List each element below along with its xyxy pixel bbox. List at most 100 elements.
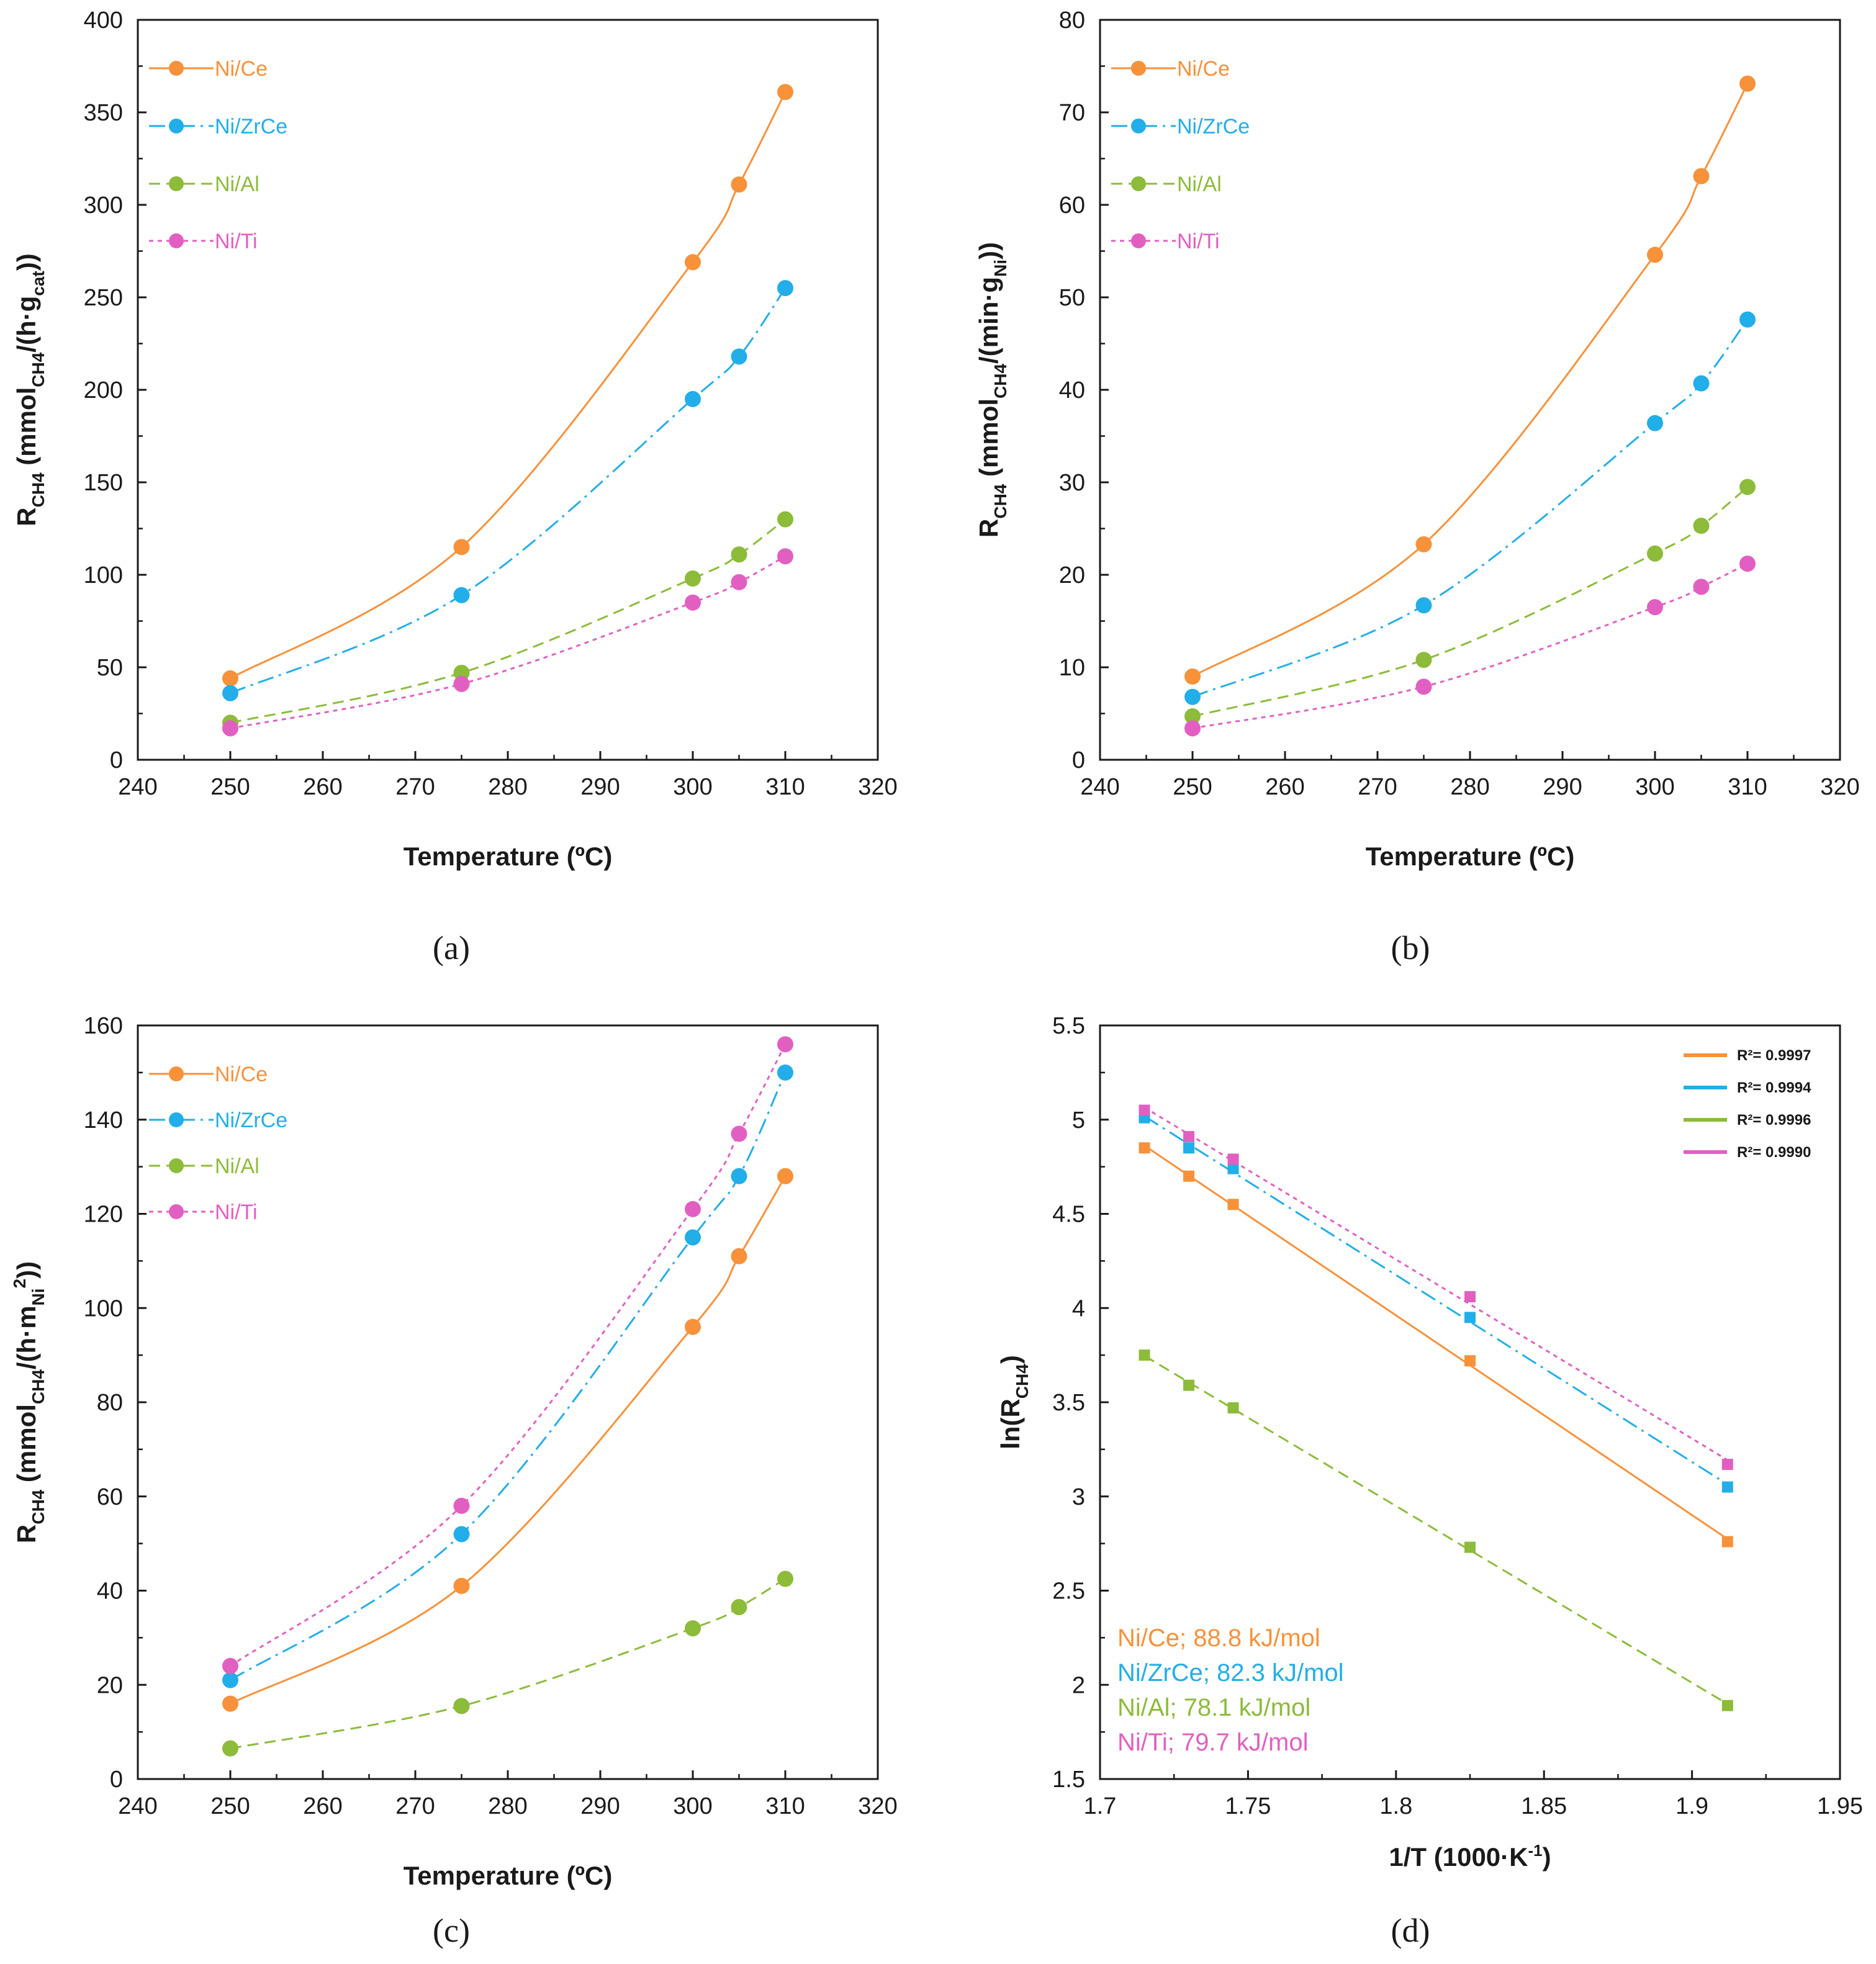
series-line-Ni/Ce bbox=[1192, 83, 1749, 678]
data-point-Ni/Ce bbox=[1464, 1355, 1476, 1367]
series-line-Ni/Ti bbox=[230, 1043, 787, 1667]
x-axis-title: Temperature (ºC) bbox=[1366, 842, 1575, 871]
data-point-Ni/Ce bbox=[1139, 1142, 1150, 1154]
chart-panel-a: 240 250 260 270 280 290 300 310 320 0 50 100 150 200 2… bbox=[12, 7, 898, 966]
legend-label: R²= 0.9990 bbox=[1737, 1144, 1811, 1161]
x-tick-label: 270 bbox=[1358, 774, 1397, 800]
data-point-Ni/Al bbox=[731, 1599, 747, 1616]
series-line-Ni/ZrCe bbox=[230, 287, 787, 695]
data-point-Ni/Ce bbox=[731, 176, 747, 193]
legend-label: Ni/Al bbox=[215, 1155, 259, 1178]
data-point-Ni/Al bbox=[1139, 1349, 1150, 1361]
data-point-Ni/Ti bbox=[1415, 678, 1432, 695]
x-tick-label: 270 bbox=[395, 774, 435, 800]
y-tick-label: 2.5 bbox=[1052, 1579, 1085, 1605]
data-point-Ni/Al bbox=[453, 664, 470, 681]
legend-label: Ni/Ce bbox=[215, 57, 268, 81]
x-tick-label: 320 bbox=[858, 1793, 897, 1819]
x-tick-label: 250 bbox=[1173, 774, 1212, 800]
y-tick-label: 2 bbox=[1072, 1672, 1085, 1698]
x-tick-label: 310 bbox=[1728, 774, 1767, 800]
data-point-Ni/Ti bbox=[222, 720, 238, 737]
x-tick-label: 290 bbox=[1543, 774, 1582, 800]
y-axis-title: RCH4 (mmolCH4/(h·mNi2)) bbox=[10, 1261, 48, 1543]
data-point-Ni/Ce bbox=[1739, 75, 1756, 92]
data-point-Ni/Al bbox=[1721, 1700, 1733, 1711]
x-tick-label: 1.75 bbox=[1225, 1793, 1271, 1819]
y-tick-label: 3 bbox=[1072, 1484, 1085, 1510]
data-point-Ni/Ti bbox=[777, 548, 793, 565]
x-tick-label: 300 bbox=[673, 1793, 712, 1819]
y-axis-title-part: /(min·g bbox=[974, 277, 1003, 364]
data-point-Ni/ZrCe bbox=[1415, 597, 1432, 614]
y-tick-label: 1.5 bbox=[1052, 1767, 1085, 1793]
data-point-Ni/Ti bbox=[222, 1657, 238, 1674]
y-axis-title: RCH4 (mmolCH4/(h·gcat)) bbox=[12, 253, 48, 526]
legend-label: Ni/Al bbox=[1177, 173, 1222, 196]
y-tick-label: 200 bbox=[84, 377, 123, 403]
legend-marker bbox=[169, 176, 184, 191]
x-tick-label: 300 bbox=[673, 774, 712, 800]
y-tick-label: 80 bbox=[97, 1390, 123, 1416]
data-point-Ni/Al bbox=[685, 570, 701, 587]
legend-marker bbox=[169, 1204, 184, 1219]
legend-marker bbox=[169, 1112, 184, 1127]
data-point-Ni/Al bbox=[1184, 708, 1201, 724]
data-point-Ni/Ti bbox=[1721, 1459, 1733, 1471]
data-point-Ni/Ce bbox=[1721, 1536, 1733, 1547]
data-point-Ni/ZrCe bbox=[685, 390, 701, 407]
data-point-Ni/Ti bbox=[1464, 1291, 1476, 1303]
x-tick-label: 300 bbox=[1635, 774, 1674, 800]
y-tick-label: 0 bbox=[110, 1767, 123, 1793]
data-point-Ni/ZrCe bbox=[453, 587, 470, 603]
y-axis-title-part: cat bbox=[29, 271, 48, 295]
annotation-activation-energy: Ni/Ti; 79.7 kJ/mol bbox=[1117, 1729, 1308, 1756]
data-point-Ni/Ti bbox=[685, 594, 701, 611]
data-point-Ni/Ce bbox=[1184, 668, 1201, 685]
y-tick-label: 100 bbox=[84, 1295, 123, 1322]
y-tick-label: 150 bbox=[84, 470, 123, 496]
legend-label: R²= 0.9994 bbox=[1737, 1079, 1811, 1096]
legend-marker bbox=[169, 1158, 184, 1173]
data-point-Ni/Al bbox=[453, 1698, 470, 1714]
series-line-Ni/Ti bbox=[230, 555, 786, 729]
y-axis-title: RCH4 (mmolCH4/(min·gNi)) bbox=[974, 242, 1010, 538]
legend-label: Ni/Ti bbox=[215, 1200, 258, 1224]
series-line-Ni/ZrCe bbox=[1143, 1115, 1728, 1485]
y-tick-label: 60 bbox=[97, 1484, 123, 1510]
y-tick-label: 160 bbox=[84, 1013, 123, 1039]
y-tick-label: 400 bbox=[84, 7, 123, 34]
data-point-Ni/Al bbox=[777, 511, 793, 528]
data-point-Ni/Ti bbox=[1183, 1131, 1195, 1143]
x-tick-label: 320 bbox=[1820, 774, 1859, 800]
panel-caption: (b) bbox=[1391, 929, 1430, 966]
series-line-Ni/Al bbox=[230, 1578, 786, 1750]
legend-label: Ni/Ce bbox=[215, 1063, 268, 1086]
x-tick-label: 260 bbox=[303, 1793, 342, 1819]
x-tick-label: 270 bbox=[395, 1793, 435, 1819]
y-tick-label: 4 bbox=[1072, 1295, 1085, 1322]
y-axis-title-part: CH4 bbox=[991, 364, 1010, 399]
x-tick-label: 1.8 bbox=[1379, 1793, 1412, 1819]
data-point-Ni/Ce bbox=[1415, 536, 1432, 552]
x-tick-label: 290 bbox=[580, 774, 620, 800]
data-point-Ni/Ti bbox=[1184, 720, 1201, 737]
data-point-Ni/ZrCe bbox=[453, 1526, 470, 1543]
y-axis-title-part: CH4 bbox=[991, 484, 1010, 518]
data-point-Ni/Al bbox=[222, 1740, 238, 1757]
y-tick-label: 5 bbox=[1072, 1107, 1085, 1133]
data-point-Ni/ZrCe bbox=[1693, 375, 1710, 392]
y-axis-title-part: (mmol bbox=[12, 387, 41, 473]
y-axis-title-part: )) bbox=[12, 253, 41, 271]
data-point-Ni/Ce bbox=[685, 1318, 701, 1335]
y-axis-title-part: CH4 bbox=[29, 1369, 48, 1404]
data-point-Ni/ZrCe bbox=[1184, 688, 1201, 705]
data-point-Ni/ZrCe bbox=[685, 1229, 701, 1246]
series-line-Ni/ZrCe bbox=[1192, 318, 1749, 698]
y-tick-label: 0 bbox=[110, 747, 123, 773]
chart-panel-b: 240 250 260 270 280 290 300 310 320 0 10 20 30 40 50 60… bbox=[974, 7, 1860, 966]
x-tick-label: 280 bbox=[1450, 774, 1489, 800]
y-tick-label: 50 bbox=[97, 655, 123, 681]
legend-label: Ni/Ti bbox=[1177, 230, 1220, 253]
